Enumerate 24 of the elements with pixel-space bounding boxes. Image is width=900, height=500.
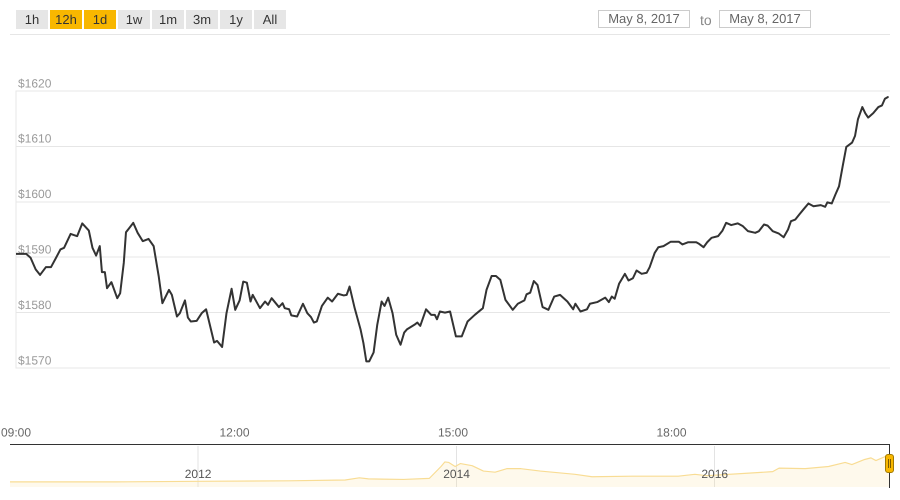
- x-tick-label: 12:00: [219, 426, 250, 440]
- text: to: [700, 12, 712, 28]
- x-tick-label: 2014: [443, 467, 470, 482]
- range-button: 1w: [118, 10, 150, 29]
- date-field: May 8, 2017: [719, 10, 811, 28]
- range-button: 12h: [50, 10, 82, 29]
- y-tick-label: $1570: [18, 353, 52, 368]
- range-button: All: [254, 10, 286, 29]
- y-tick-label: $1620: [18, 76, 52, 90]
- x-tick-label: 2012: [184, 467, 212, 482]
- range-button: 1h: [16, 10, 48, 29]
- x-tick-label: 18:00: [656, 426, 687, 440]
- y-tick-label: $1580: [18, 298, 52, 312]
- x-tick-label: 15:00: [438, 426, 468, 440]
- range-button: 1m: [152, 10, 184, 29]
- date-field: May 8, 2017: [598, 10, 690, 28]
- x-tick-label: 2016: [701, 467, 728, 482]
- y-tick-label: $1600: [18, 187, 52, 202]
- range-button: 1y: [220, 10, 252, 29]
- y-tick-label: $1610: [18, 132, 52, 146]
- range-button: 3m: [186, 10, 218, 29]
- range-button: 1d: [84, 10, 116, 29]
- x-tick-label: 09:00: [0, 426, 32, 440]
- y-tick-label: $1590: [18, 242, 52, 257]
